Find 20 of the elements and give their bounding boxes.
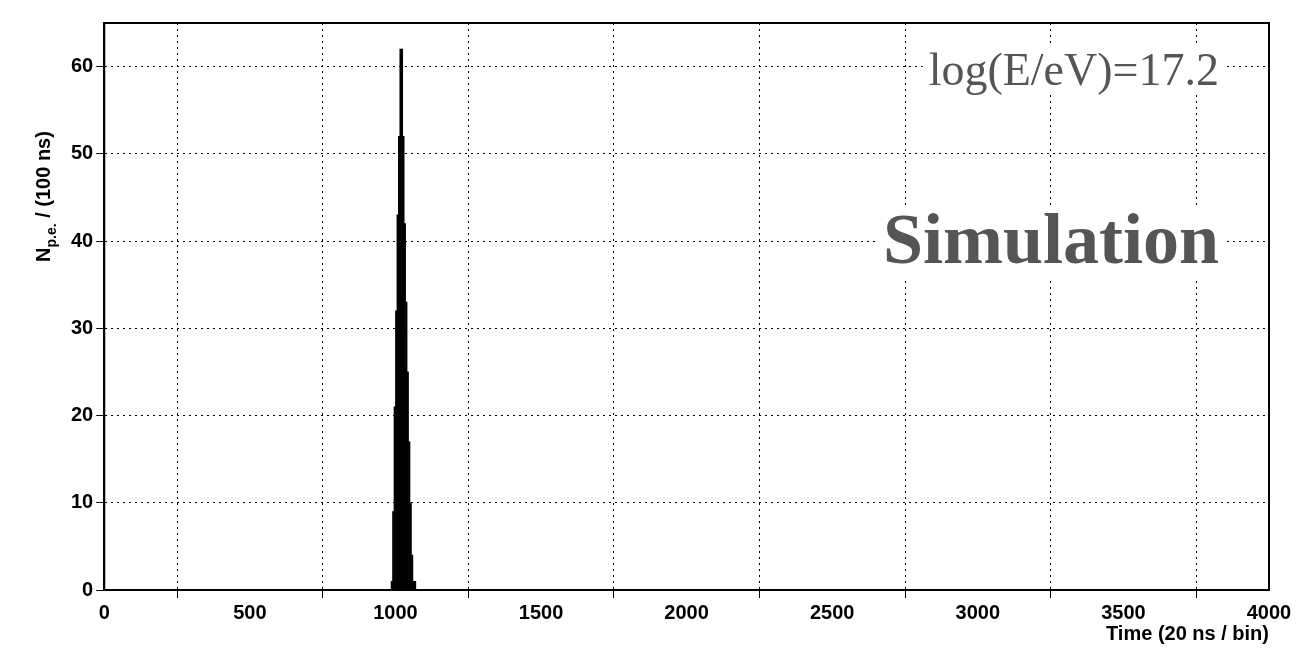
annotation: Simulation xyxy=(882,199,1219,279)
annotation: log(E/eV)=17.2 xyxy=(928,44,1219,95)
x-tick-label: 2000 xyxy=(664,600,709,623)
y-tick-label: 60 xyxy=(71,54,94,77)
x-axis-title: Time (20 ns / bin) xyxy=(1106,622,1269,644)
y-tick-label: 50 xyxy=(71,141,94,164)
x-tick-label: 3500 xyxy=(1101,600,1146,623)
x-tick-label: 1500 xyxy=(518,600,564,623)
x-tick-label: 500 xyxy=(233,600,267,623)
y-tick-label: 30 xyxy=(71,315,94,338)
y-tick-label: 10 xyxy=(71,490,94,513)
y-tick-label: 0 xyxy=(82,577,94,600)
x-tick-label: 2500 xyxy=(809,600,855,623)
y-tick-label: 20 xyxy=(71,403,94,426)
x-tick-label: 4000 xyxy=(1246,600,1292,623)
x-tick-label: 3000 xyxy=(955,600,1001,623)
x-tick-label: 0 xyxy=(98,600,110,623)
x-tick-label: 1000 xyxy=(373,600,418,623)
y-axis-title: Np.e. / (100 ns) xyxy=(32,131,59,262)
y-tick-label: 40 xyxy=(71,228,94,251)
